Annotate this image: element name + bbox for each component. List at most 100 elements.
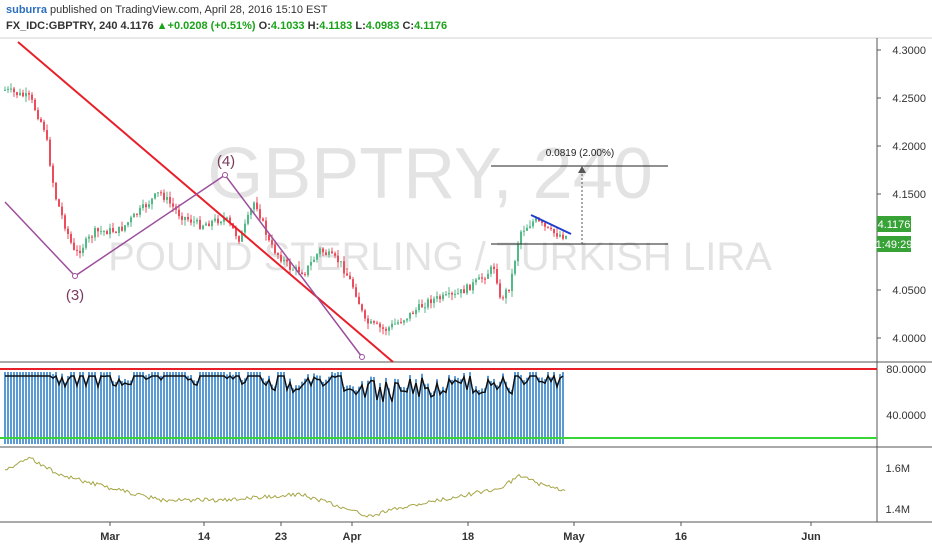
candle-body [547,226,549,228]
wave-4-point [222,172,228,178]
candle-body [307,265,309,276]
price-candles [4,83,567,336]
rsi-bar [142,372,144,444]
candle-body [415,310,417,315]
candle-body [565,235,567,239]
rsi-bar [463,372,465,444]
rsi-bar [271,384,273,444]
candle-body [451,292,453,295]
candle-body [124,225,126,231]
candle-body [226,217,228,219]
candle-body [253,202,255,210]
chart-header: suburra published on TradingView.com, Ap… [0,0,932,38]
candle-body [286,259,288,262]
volume-axis[interactable]: 1.6M 1.4M [886,463,910,516]
rsi-bar [490,381,492,444]
rsi-bar [436,379,438,444]
rsi-bar [244,378,246,444]
rsi-bar [40,372,42,444]
time-tick-label: Jun [801,531,821,543]
rsi-bar [268,375,270,444]
current-price-label: 4.1176 [878,219,911,231]
rsi-bar [178,372,180,444]
pane-borders [0,37,932,523]
rsi-bar [508,387,510,444]
candle-body [445,294,447,296]
candle-body [247,214,249,224]
open-value: 4.1033 [270,20,305,32]
rsi-bar [382,397,384,444]
change-value: +0.0208 (+0.51%) [167,20,256,32]
rsi-bar [355,390,357,444]
wave-3-point [72,273,78,279]
candle-body [556,233,558,237]
candle-body [550,227,552,230]
watermark-name: POUND STERLING / TURKISH LIRA [108,235,772,279]
rsi-bar [205,372,207,444]
candle-body [388,327,390,331]
rsi-bar [373,376,375,444]
candle-body [115,231,117,233]
candle-body [346,273,348,276]
candle-body [385,328,387,331]
rsi-bar [391,397,393,444]
author-link[interactable]: suburra [6,4,47,16]
candle-body [337,255,339,263]
candle-body [184,217,186,220]
rsi-tick-label: 80.0000 [886,364,926,376]
price-axis[interactable]: 4.3000 4.2500 4.2000 4.1500 4.0500 4.0000 [877,45,926,345]
candle-body [103,231,105,233]
candle-body [85,238,87,248]
rsi-bar [277,372,279,444]
candle-body [214,218,216,221]
blue-trend-line [530,214,572,235]
rsi-bar [283,372,285,444]
countdown-label: 1:49:29 [876,239,913,251]
rsi-bar [223,372,225,444]
rsi-axis[interactable]: 80.0000 40.0000 [886,364,926,422]
rsi-bar [394,378,396,444]
candle-body [352,279,354,288]
candle-body [91,236,93,238]
rsi-bar [547,372,549,444]
candle-body [16,92,18,96]
rsi-bar [265,381,267,444]
rsi-bar [496,385,498,444]
rsi-bar [58,380,60,444]
candle-body [211,220,213,227]
drawings[interactable] [4,41,668,363]
symbol-label[interactable]: FX_IDC:GBPTRY, 240 [6,20,118,32]
candle-body [265,220,267,235]
candle-body [151,198,153,205]
rsi-bar [466,385,468,444]
measure-label: 0.0819 (2.00%) [546,148,614,159]
rsi-bar [361,381,363,444]
rsi-bar [232,374,234,444]
price-tick-label: 4.1500 [892,189,926,201]
candle-body [241,232,243,242]
candle-body [127,222,129,226]
candle-body [562,234,564,239]
candle-body [52,165,54,183]
rsi-bar [550,377,552,444]
time-tick-label: May [563,531,585,543]
rsi-bar [112,381,114,444]
candle-body [334,253,336,256]
candle-body [331,251,333,254]
rsi-bar [241,379,243,444]
rsi-bar [34,372,36,444]
rsi-tick-label: 40.0000 [886,410,926,422]
candle-body [157,192,159,194]
rsi-bar [499,381,501,444]
candle-body [355,287,357,297]
candle-body [139,207,141,215]
rsi-bar [415,379,417,444]
rsi-bar [307,374,309,444]
candle-body [319,248,321,255]
candle-body [28,93,30,95]
rsi-bar [559,374,561,444]
time-axis[interactable]: Mar 14 23 Apr 18 May 16 Jun [100,522,821,543]
rsi-bar [418,392,420,444]
rsi-bar [37,372,39,444]
